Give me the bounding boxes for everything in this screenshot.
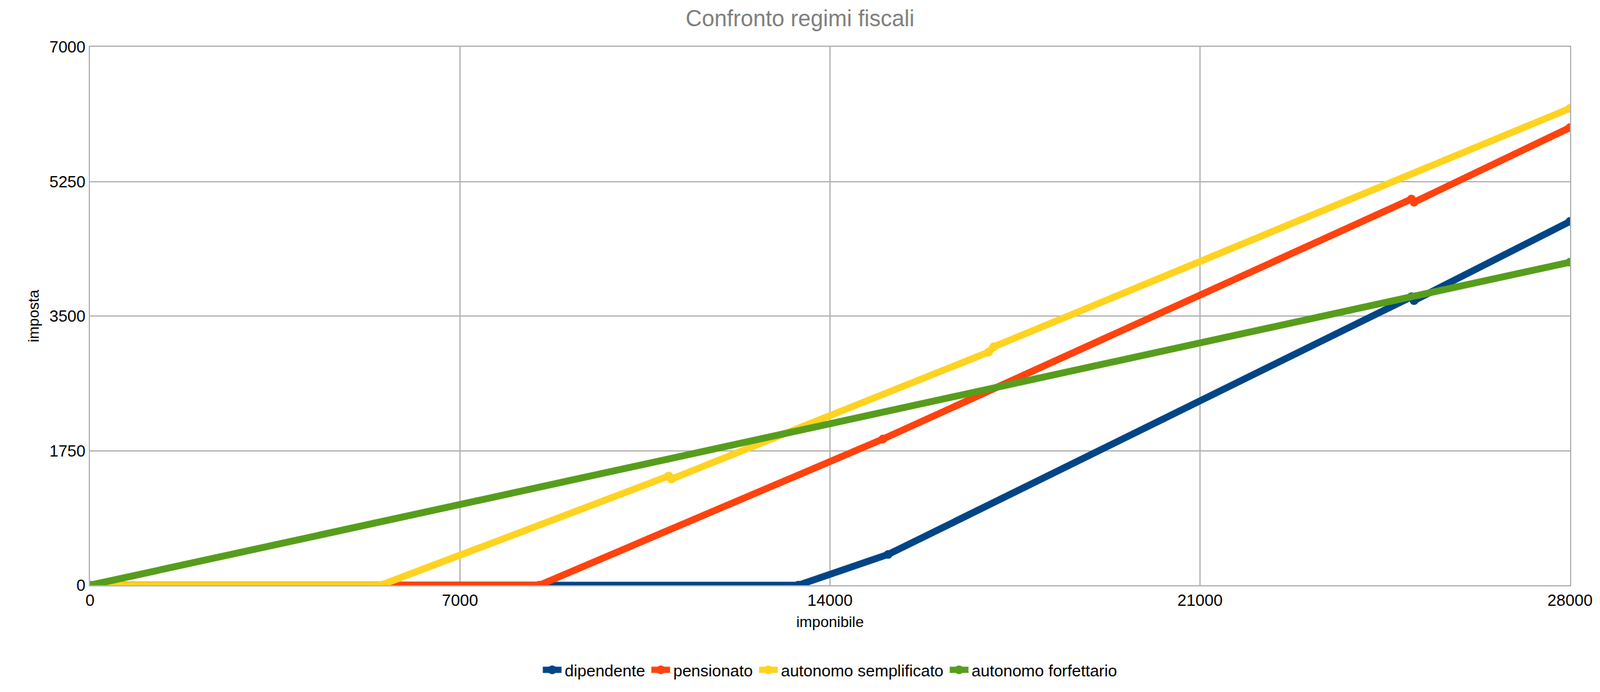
svg-text:14000: 14000 — [807, 591, 853, 610]
svg-text:0: 0 — [76, 576, 85, 595]
svg-text:Confronto regimi fiscali: Confronto regimi fiscali — [685, 5, 915, 32]
svg-text:autonomo forfettario: autonomo forfettario — [971, 661, 1118, 681]
svg-text:0: 0 — [85, 591, 95, 610]
svg-text:autonomo semplificato: autonomo semplificato — [780, 661, 944, 681]
svg-text:28000: 28000 — [1547, 591, 1593, 610]
svg-text:7000: 7000 — [49, 37, 86, 57]
svg-text:pensionato: pensionato — [673, 661, 753, 681]
svg-text:21000: 21000 — [1177, 591, 1223, 610]
svg-text:1750: 1750 — [49, 441, 86, 461]
svg-text:dipendente: dipendente — [565, 661, 646, 681]
svg-text:7000: 7000 — [441, 591, 479, 610]
svg-text:imponibile: imponibile — [796, 613, 864, 631]
svg-text:3500: 3500 — [49, 306, 86, 326]
svg-text:5250: 5250 — [49, 172, 86, 192]
svg-text:imposta: imposta — [25, 289, 42, 343]
